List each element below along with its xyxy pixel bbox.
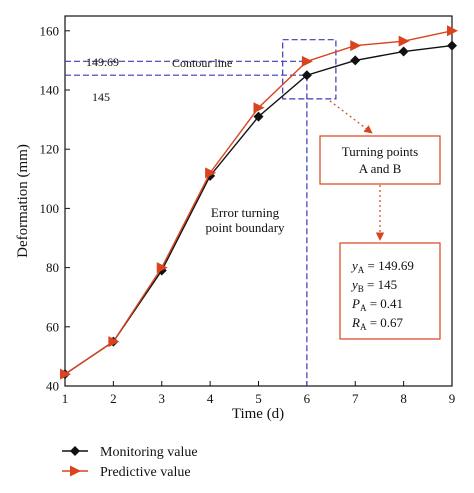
turning-points-line2: A and B (359, 161, 402, 176)
x-tick-label: 6 (304, 391, 311, 406)
stat-symbol: R (351, 315, 360, 330)
y-tick-label: 40 (46, 379, 59, 394)
data-point-0-4 (253, 111, 264, 122)
annotation-lines (65, 39, 385, 386)
stat-line: yB = 145 (350, 277, 397, 294)
stat-line: yA = 149.69 (350, 258, 414, 275)
data-point-1-3 (205, 167, 217, 179)
y-tick-label: 80 (46, 260, 59, 275)
data-point-0-8 (447, 40, 457, 51)
error-boundary-label-line1: Error turning (211, 205, 280, 220)
data-point-1-0 (60, 368, 71, 380)
error-boundary-label-line2: point boundary (205, 220, 285, 235)
y-tick-label: 60 (46, 319, 59, 334)
stat-subscript: A (358, 265, 365, 275)
data-point-1-1 (108, 336, 120, 348)
turning-points-box (319, 135, 441, 185)
stat-value: = 149.69 (364, 258, 414, 273)
x-axis-label: Time (d) (232, 406, 284, 422)
y-tick-label: 140 (40, 83, 60, 98)
stat-symbol: y (350, 277, 358, 292)
turning-region-box (282, 39, 337, 100)
hline-lower-value-label: 145 (92, 90, 110, 104)
y-tick-label: 160 (40, 23, 60, 38)
x-tick-label: 2 (110, 391, 117, 406)
series-layer (60, 25, 458, 380)
legend-predictive-marker (70, 465, 81, 477)
arrow-to-turning-box (329, 100, 373, 134)
x-tick-label: 7 (352, 391, 359, 406)
stat-subscript: A (360, 322, 367, 332)
contour-line-label: Contour line (172, 56, 232, 70)
data-point-1-5 (301, 55, 313, 67)
stat-subscript: A (360, 303, 367, 313)
stats-box (339, 242, 441, 340)
data-point-0-6 (350, 55, 361, 66)
data-point-1-4 (253, 102, 265, 114)
stat-line: RA = 0.67 (351, 315, 404, 332)
stat-symbol: y (350, 258, 358, 273)
x-tick-label: 4 (207, 391, 214, 406)
data-point-0-7 (398, 46, 409, 57)
y-tick-label: 100 (40, 201, 60, 216)
y-axis-label: Deformation (mm) (15, 144, 31, 258)
stat-value: = 0.41 (366, 296, 403, 311)
y-tick-label: 120 (40, 142, 60, 157)
stat-symbol: P (351, 296, 360, 311)
x-tick-label: 3 (159, 391, 166, 406)
data-point-1-6 (350, 40, 362, 52)
stat-value: = 0.67 (366, 315, 403, 330)
data-point-0-5 (301, 70, 312, 81)
turning-points-line1: Turning points (342, 144, 418, 159)
x-tick-label: 1 (62, 391, 69, 406)
stat-value: = 145 (364, 277, 397, 292)
legend-predictive-label: Predictive value (100, 465, 191, 480)
data-point-1-2 (156, 262, 168, 274)
legend-monitoring-marker (70, 446, 80, 456)
x-tick-label: 9 (449, 391, 456, 406)
stat-line: PA = 0.41 (351, 296, 403, 313)
stat-subscript: B (358, 284, 364, 294)
legend: Monitoring value Predictive value (62, 445, 198, 480)
legend-monitoring-label: Monitoring value (100, 445, 198, 460)
axis-ticks: 1 2 3 4 5 6 7 8 9 40 60 80 100 120 140 160 (40, 23, 456, 406)
data-point-1-7 (398, 35, 410, 47)
x-tick-label: 8 (400, 391, 407, 406)
data-point-1-8 (447, 25, 458, 37)
x-tick-label: 5 (255, 391, 262, 406)
hline-upper-value-label: 149.69 (86, 55, 119, 69)
